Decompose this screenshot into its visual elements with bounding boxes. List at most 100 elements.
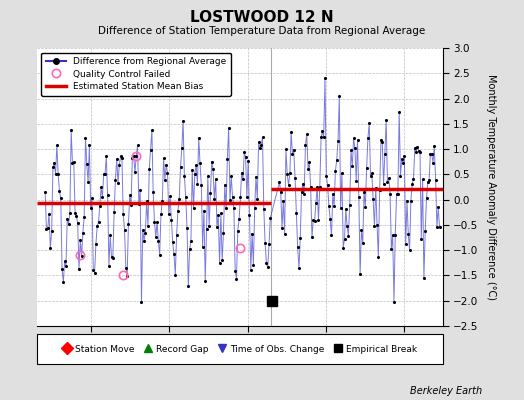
Point [110,209,118,215]
Point [252,174,260,180]
Point [95,203,104,209]
Point [157,211,165,218]
Point [390,298,398,305]
Point [394,191,402,197]
Point [372,184,380,191]
Point [398,156,406,162]
Point [66,209,74,216]
Point [418,176,427,182]
Point [330,203,339,209]
Point [191,170,199,177]
Point [50,160,59,166]
Point [378,139,386,146]
Point [250,205,259,211]
Point [232,276,241,282]
Point [428,151,436,158]
Point [219,230,227,236]
Point [121,227,129,233]
Point [333,157,341,163]
Point [144,222,152,229]
Point [351,145,359,151]
Point [106,232,114,238]
Point [91,270,99,276]
Point [127,202,135,208]
Point [101,171,109,178]
Point [237,169,246,176]
Point [172,232,181,239]
Point [239,176,247,182]
Point [236,194,245,201]
Point [222,205,230,212]
Point [166,193,174,200]
Point [118,155,126,162]
Point [315,184,324,190]
Point [301,142,310,148]
Point [434,204,442,211]
Point [412,148,420,155]
Point [328,232,336,238]
Point [242,154,250,160]
Point [401,241,410,247]
Point [416,149,424,156]
Point [113,156,121,162]
Point [167,217,176,223]
Point [374,253,383,260]
Point [179,118,187,124]
Point [288,151,297,158]
Point [141,230,149,236]
Point [376,187,384,194]
Point [433,224,441,230]
Point [352,177,361,184]
Point [176,164,184,171]
Point [156,252,164,258]
Point [429,159,437,166]
Point [88,195,96,202]
Point [145,166,154,172]
Point [368,170,376,176]
Point [57,194,65,201]
Point [406,247,414,254]
Point [326,216,334,222]
Point [212,176,220,182]
Point [247,266,255,273]
Point [153,218,161,225]
Point [379,180,388,187]
Point [423,179,432,185]
Point [194,134,203,141]
Point [261,240,269,246]
Point [380,151,389,157]
Point [420,275,428,282]
Point [86,205,95,211]
Point [63,216,71,222]
Y-axis label: Monthly Temperature Anomaly Difference (°C): Monthly Temperature Anomaly Difference (… [486,74,496,300]
Point [299,180,307,187]
Point [123,273,132,279]
Point [353,136,362,143]
Point [283,171,291,178]
Point [79,229,87,236]
Point [395,109,403,115]
Point [100,171,108,177]
Point [230,205,238,211]
Point [200,208,208,214]
Point [336,205,345,212]
Point [278,224,286,231]
Point [357,226,366,233]
Point [355,194,363,200]
Point [280,231,289,237]
Point [209,166,217,172]
Point [189,204,198,211]
Point [248,230,256,237]
Point [76,237,84,243]
Point [275,179,283,186]
Point [399,160,407,166]
Point [231,268,239,274]
Point [42,226,51,232]
Point [48,228,56,234]
Point [75,266,83,272]
Point [425,177,433,183]
Point [67,127,75,134]
Point [114,180,122,186]
Point [170,251,178,257]
Point [183,224,191,231]
